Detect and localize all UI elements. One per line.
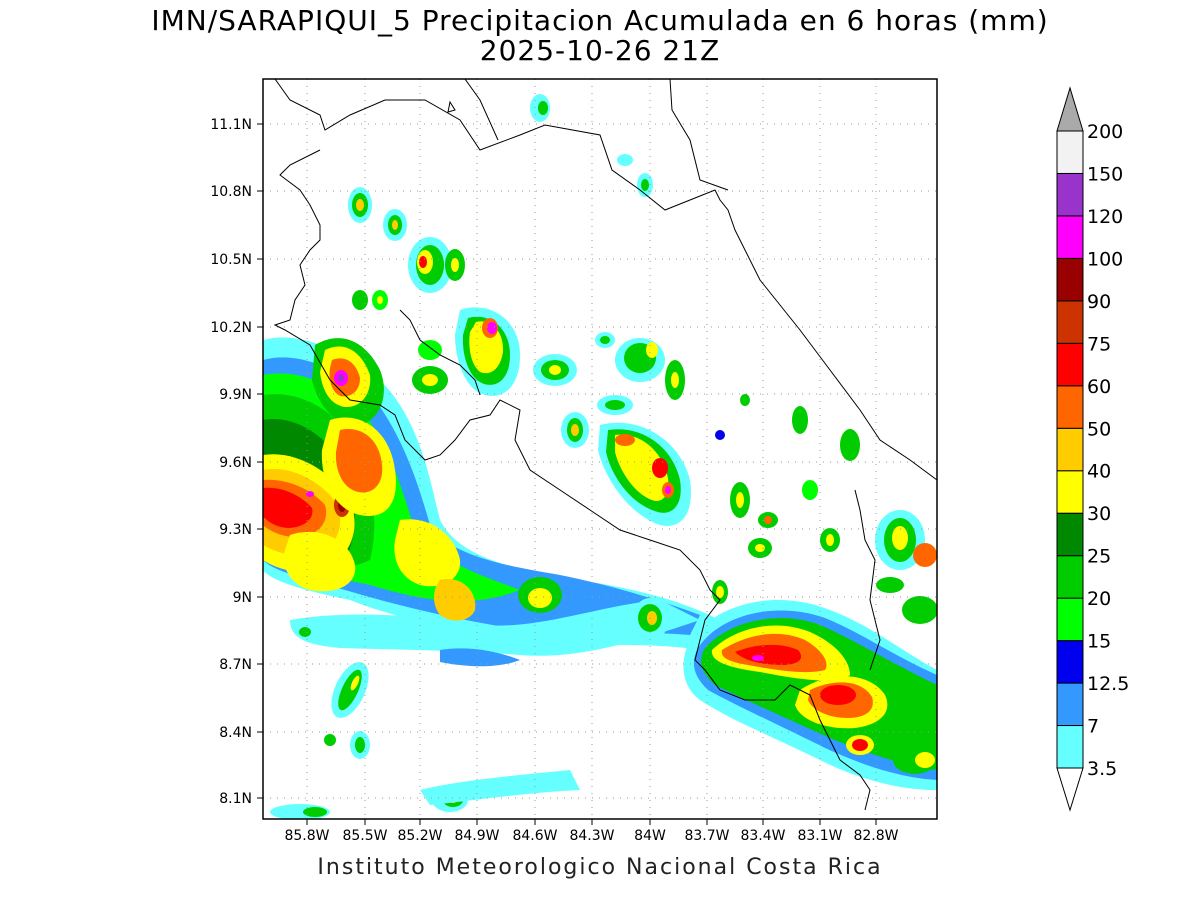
colorbar-max-arrow: [1056, 86, 1084, 132]
colorbar-label: 15: [1087, 631, 1111, 653]
colorbar-segment: [1056, 172, 1084, 217]
lat-label: 10.5N: [210, 252, 252, 268]
colorbar-label: 200: [1087, 121, 1123, 143]
plot-frame: [262, 78, 938, 820]
colorbar-min-arrow: [1056, 767, 1084, 812]
lat-label: 8.1N: [219, 791, 252, 807]
map-gridlines: [263, 79, 937, 819]
colorbar-label: 150: [1087, 163, 1123, 185]
colorbar-label: 120: [1087, 206, 1123, 228]
colorbar-label: 50: [1087, 418, 1111, 440]
lat-label: 9.6N: [219, 455, 252, 471]
colorbar-segment: [1056, 682, 1084, 727]
colorbar-segment: [1056, 725, 1084, 769]
colorbar-segment: [1056, 512, 1084, 557]
lat-label: 10.2N: [210, 320, 252, 336]
lon-label: 85.2W: [397, 828, 442, 844]
colorbar-segment: [1056, 385, 1084, 429]
colorbar-segment: [1056, 257, 1084, 302]
lon-label: 84.9W: [454, 828, 499, 844]
lon-label: 84.6W: [512, 828, 557, 844]
colorbar-label: 40: [1087, 461, 1111, 483]
colorbar-label: 3.5: [1087, 758, 1117, 780]
colorbar-label: 7: [1087, 716, 1099, 738]
lon-label: 83.4W: [740, 828, 785, 844]
lat-label: 9.3N: [219, 522, 252, 538]
lon-label: 83.1W: [797, 828, 842, 844]
colorbar-label: 20: [1087, 588, 1111, 610]
lon-label: 82.8W: [853, 828, 898, 844]
lon-label: 84.3W: [569, 828, 614, 844]
lat-label: 8.7N: [219, 657, 252, 673]
lat-label: 9N: [233, 590, 252, 606]
precip-colorbar: 3.5 7 12.5 15 20 25 30 40 50 60 75 90 100 120 150 200: [1056, 86, 1129, 812]
colorbar-label: 100: [1087, 248, 1123, 270]
lon-label: 83.7W: [684, 828, 729, 844]
lon-label: 85.5W: [342, 828, 387, 844]
map-valid-time: 2025-10-26 21Z: [479, 34, 721, 67]
precip-cluster-south: [270, 577, 700, 819]
lon-label: 85.8W: [284, 828, 329, 844]
colorbar-segment: [1056, 470, 1084, 514]
colorbar-label: 75: [1087, 333, 1111, 355]
lat-label: 8.4N: [219, 725, 252, 741]
colorbar-label: 30: [1087, 503, 1111, 525]
precip-cluster-central: [533, 332, 860, 558]
colorbar-label: 60: [1087, 376, 1111, 398]
colorbar-segment: [1056, 130, 1084, 174]
lat-label: 9.9N: [219, 387, 252, 403]
map-title: IMN/SARAPIQUI_5 Precipitacion Acumulada …: [151, 4, 1049, 37]
lat-label: 11.1N: [210, 117, 252, 133]
lat-label: 10.8N: [210, 184, 252, 200]
axis-ticks: [257, 123, 877, 825]
colorbar-label: 90: [1087, 291, 1111, 313]
footer-credit: Instituto Meteorologico Nacional Costa R…: [317, 855, 883, 880]
colorbar-segment: [1056, 300, 1084, 344]
colorbar-label: 12.5: [1087, 673, 1129, 695]
colorbar-segment: [1056, 215, 1084, 259]
colorbar-segment: [1056, 427, 1084, 472]
coastlines: [273, 79, 937, 811]
colorbar-segment: [1056, 342, 1084, 387]
lon-label: 84W: [634, 828, 666, 844]
colorbar-segment: [1056, 640, 1084, 684]
colorbar-label: 25: [1087, 546, 1111, 568]
precip-cluster-north: [348, 94, 653, 396]
colorbar-segment: [1056, 597, 1084, 642]
precip-cluster-west: [263, 337, 720, 650]
colorbar-segment: [1056, 555, 1084, 599]
